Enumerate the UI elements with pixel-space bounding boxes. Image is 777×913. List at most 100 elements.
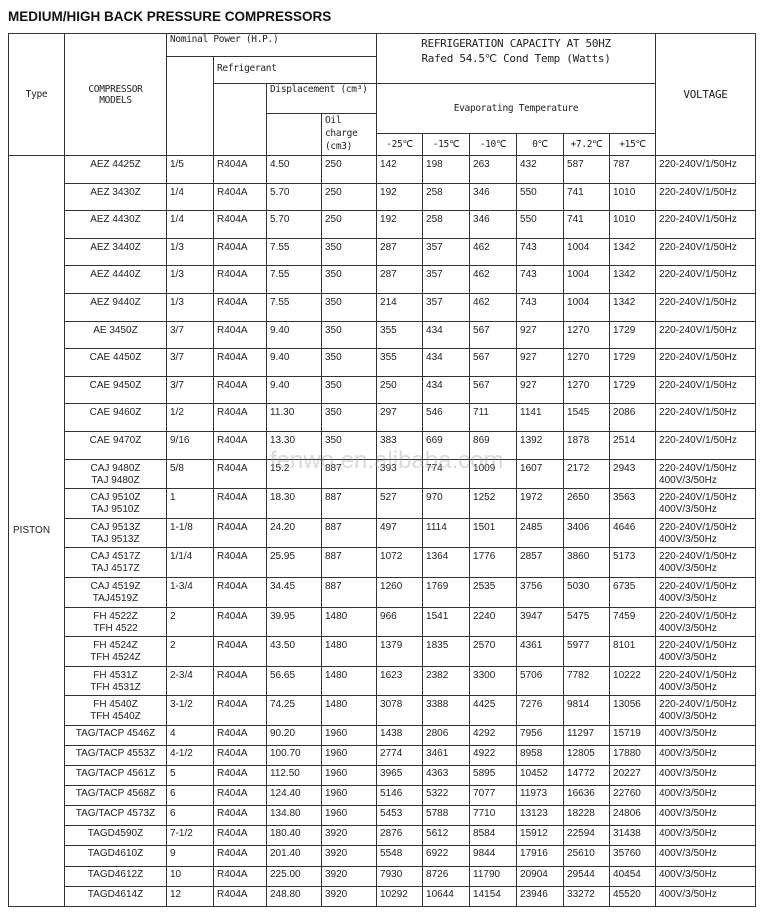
displacement-cell: 5.70 — [266, 182, 322, 212]
type-cell: PISTON — [8, 155, 65, 907]
cap-m15-cell: 1364 — [422, 547, 471, 578]
hp-cell: 5 — [166, 765, 214, 787]
cap-p15-cell: 1729 — [609, 320, 657, 350]
cap-m10-cell: 567 — [469, 348, 518, 377]
hp-cell: 2 — [166, 606, 214, 638]
displacement-cell: 201.40 — [266, 845, 322, 867]
cap-m25-cell: 287 — [376, 237, 424, 267]
table-row: TAG/TACP 4561Z 5 R404A 112.50 1960 3965 4363 58… — [9, 765, 757, 787]
displacement-cell: 9.40 — [266, 348, 322, 377]
displacement-cell: 74.25 — [266, 695, 322, 726]
oil-charge-cell: 1480 — [320, 665, 378, 697]
voltage-cell: 400V/3/50Hz — [655, 765, 757, 787]
cap-m15-cell: 6922 — [422, 845, 471, 867]
hp-cell: 12 — [166, 885, 214, 907]
model-cell: CAE 9460Z — [64, 403, 167, 432]
cap-m10-cell: 869 — [469, 430, 518, 460]
model-cell: AEZ 9440Z — [64, 292, 167, 322]
hp-cell: 2 — [166, 636, 214, 667]
table-row: AEZ 4430Z 1/4 R404A 5.70 250 192 258 346 550 741 1… — [9, 210, 757, 239]
cap-m25-cell: 527 — [376, 488, 424, 519]
model-cell: CAJ 9513Z TAJ 9513Z — [64, 517, 167, 549]
displacement-cell: 56.65 — [266, 665, 322, 697]
model-cell: TAG/TACP 4573Z — [64, 805, 167, 827]
hp-cell: 4-1/2 — [166, 744, 214, 767]
cap-p7-cell: 3860 — [563, 547, 611, 578]
cap-m15-cell: 1541 — [422, 606, 471, 638]
oil-charge-cell: 1960 — [320, 724, 378, 746]
cap-p15-cell: 22760 — [609, 785, 657, 807]
page-title: MEDIUM/HIGH BACK PRESSURE COMPRESSORS — [8, 9, 332, 24]
oil-charge-cell: 350 — [320, 348, 378, 377]
cap-0-cell: 1607 — [516, 458, 565, 490]
header-refrigerant: Refrigerant — [212, 56, 378, 84]
cap-m25-cell: 7930 — [376, 865, 424, 887]
table-row: TAG/TACP 4573Z 6 R404A 134.80 1960 5453 5788 77… — [9, 805, 757, 827]
voltage-cell: 220-240V/1/50Hz — [655, 237, 757, 267]
hp-cell: 3-1/2 — [166, 695, 214, 726]
voltage-cell: 220-240V/1/50Hz — [655, 155, 757, 184]
cap-m10-cell: 7710 — [469, 805, 518, 827]
displacement-cell: 4.50 — [266, 155, 322, 184]
cap-m10-cell: 346 — [469, 182, 518, 212]
table-row: AE 3450Z 3/7 R404A 9.40 350 355 434 567 927 1270 1… — [9, 320, 757, 350]
cap-p7-cell: 1545 — [563, 403, 611, 432]
refrigerant-cell: R404A — [213, 237, 267, 267]
hp-cell: 10 — [166, 865, 214, 887]
displacement-cell: 9.40 — [266, 320, 322, 350]
oil-charge-cell: 3920 — [320, 865, 378, 887]
cap-m15-cell: 357 — [422, 265, 471, 294]
voltage-cell: 220-240V/1/50Hz 400V/3/50Hz — [655, 547, 757, 578]
cap-m25-cell: 297 — [376, 403, 424, 432]
cap-m10-cell: 567 — [469, 375, 518, 405]
cap-m15-cell: 5612 — [422, 825, 471, 847]
cap-0-cell: 927 — [516, 348, 565, 377]
cap-m15-cell: 258 — [422, 210, 471, 239]
model-cell: FH 4524Z TFH 4524Z — [64, 636, 167, 667]
header-hp-blank — [166, 56, 214, 156]
displacement-cell: 39.95 — [266, 606, 322, 638]
voltage-cell: 220-240V/1/50Hz 400V/3/50Hz — [655, 695, 757, 726]
oil-charge-cell: 350 — [320, 292, 378, 322]
cap-m25-cell: 2876 — [376, 825, 424, 847]
table-row: CAE 4450Z 3/7 R404A 9.40 350 355 434 567 927 1270… — [9, 348, 757, 377]
voltage-cell: 400V/3/50Hz — [655, 724, 757, 746]
hp-cell: 1/4 — [166, 210, 214, 239]
oil-charge-cell: 250 — [320, 210, 378, 239]
cap-m25-cell: 5453 — [376, 805, 424, 827]
voltage-cell: 220-240V/1/50Hz 400V/3/50Hz — [655, 606, 757, 638]
table-row: FH 4531Z TFH 4531Z 2-3/4 R404A 56.65 1480 162… — [9, 665, 757, 697]
cap-m15-cell: 546 — [422, 403, 471, 432]
displacement-cell: 25.95 — [266, 547, 322, 578]
cap-m15-cell: 669 — [422, 430, 471, 460]
model-cell: AE 3450Z — [64, 320, 167, 350]
cap-m15-cell: 357 — [422, 292, 471, 322]
cap-p15-cell: 3563 — [609, 488, 657, 519]
header-temp: 0℃ — [516, 133, 565, 156]
cap-0-cell: 7276 — [516, 695, 565, 726]
oil-charge-cell: 3920 — [320, 885, 378, 907]
oil-charge-cell: 3920 — [320, 845, 378, 867]
cap-0-cell: 743 — [516, 237, 565, 267]
cap-m25-cell: 287 — [376, 265, 424, 294]
cap-0-cell: 927 — [516, 375, 565, 405]
displacement-cell: 112.50 — [266, 765, 322, 787]
cap-p15-cell: 31438 — [609, 825, 657, 847]
displacement-cell: 13.30 — [266, 430, 322, 460]
cap-m15-cell: 5322 — [422, 785, 471, 807]
cap-0-cell: 7956 — [516, 724, 565, 746]
displacement-cell: 7.55 — [266, 292, 322, 322]
header-displacement-blank — [266, 113, 322, 156]
model-cell: AEZ 3430Z — [64, 182, 167, 212]
cap-p15-cell: 787 — [609, 155, 657, 184]
cap-0-cell: 550 — [516, 210, 565, 239]
voltage-cell: 220-240V/1/50Hz — [655, 348, 757, 377]
header-temp: -10℃ — [469, 133, 518, 156]
cap-p7-cell: 11297 — [563, 724, 611, 746]
refrigerant-cell: R404A — [213, 547, 267, 578]
model-cell: TAGD4614Z — [64, 885, 167, 907]
cap-m25-cell: 10292 — [376, 885, 424, 907]
cap-m15-cell: 198 — [422, 155, 471, 184]
model-cell: CAJ 9510Z TAJ 9510Z — [64, 488, 167, 519]
displacement-cell: 180.40 — [266, 825, 322, 847]
